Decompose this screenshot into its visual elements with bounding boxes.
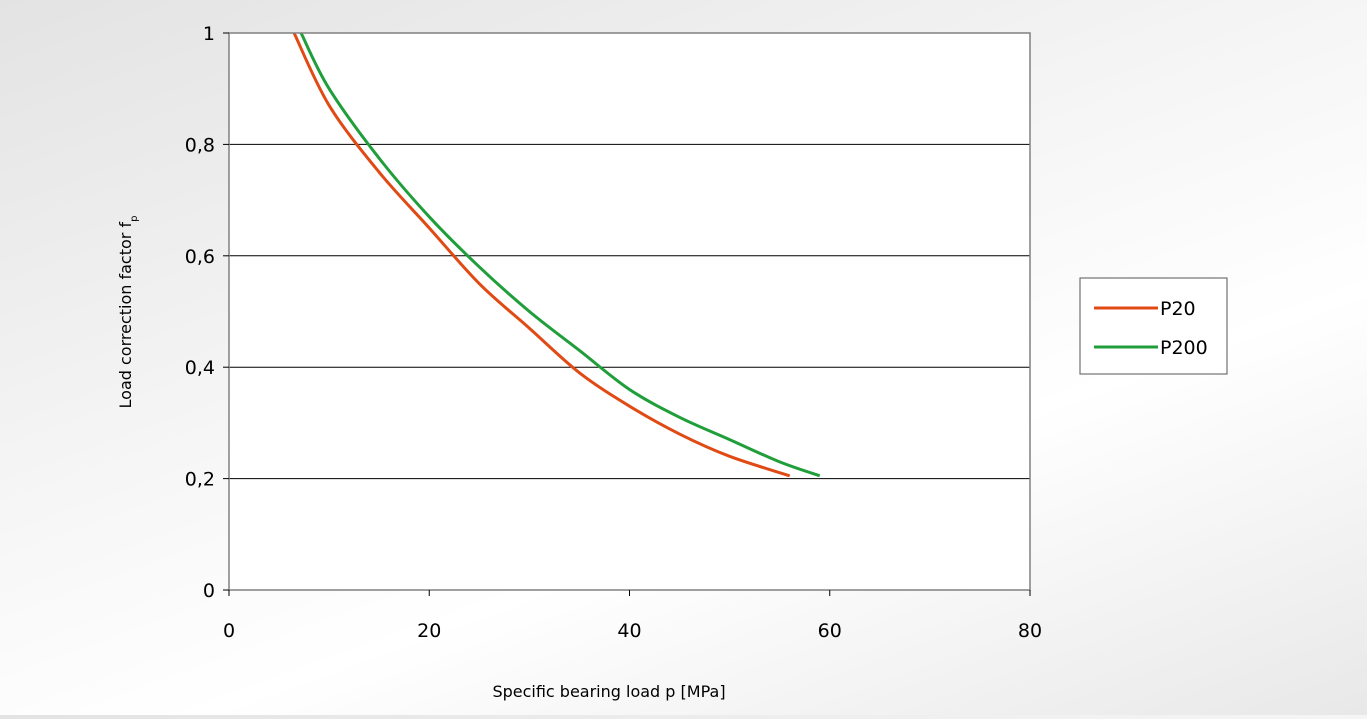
y-tick-label: 0,2 [185, 469, 215, 491]
legend-box [1079, 277, 1228, 375]
y-tick-label: 0,4 [185, 357, 215, 379]
x-tick-label: 60 [818, 620, 842, 642]
legend-label-p20: P20 [1160, 298, 1196, 320]
y-axis-title-subscript: p [129, 216, 140, 222]
y-tick-label: 1 [203, 23, 215, 45]
x-tick-label: 40 [617, 620, 641, 642]
y-tick-label: 0,6 [185, 246, 215, 268]
grid-lines [229, 143, 1030, 480]
legend: P20 P200 [1079, 277, 1228, 375]
x-tick-label: 80 [1018, 620, 1042, 642]
y-tick-label: 0,8 [185, 134, 215, 156]
tick-labels: 0 0,2 0,4 0,6 0,8 1 0 20 40 60 80 [185, 23, 1042, 642]
y-axis-title: Load correction factor fp [116, 216, 140, 409]
y-tick-label: 0 [203, 580, 215, 602]
plot-area [229, 33, 1030, 590]
x-tick-label: 0 [223, 620, 235, 642]
y-axis-title-group: Load correction factor fp [116, 216, 140, 409]
series-line-p20 [292, 32, 791, 478]
axis-ticks [223, 32, 1031, 596]
y-axis-title-main: Load correction factor f [116, 222, 135, 409]
series-lines [292, 32, 821, 478]
x-tick-label: 20 [417, 620, 441, 642]
legend-label-p200: P200 [1160, 337, 1208, 359]
x-axis-title: Specific bearing load p [MPa] [492, 682, 725, 701]
series-line-p200 [299, 32, 821, 478]
